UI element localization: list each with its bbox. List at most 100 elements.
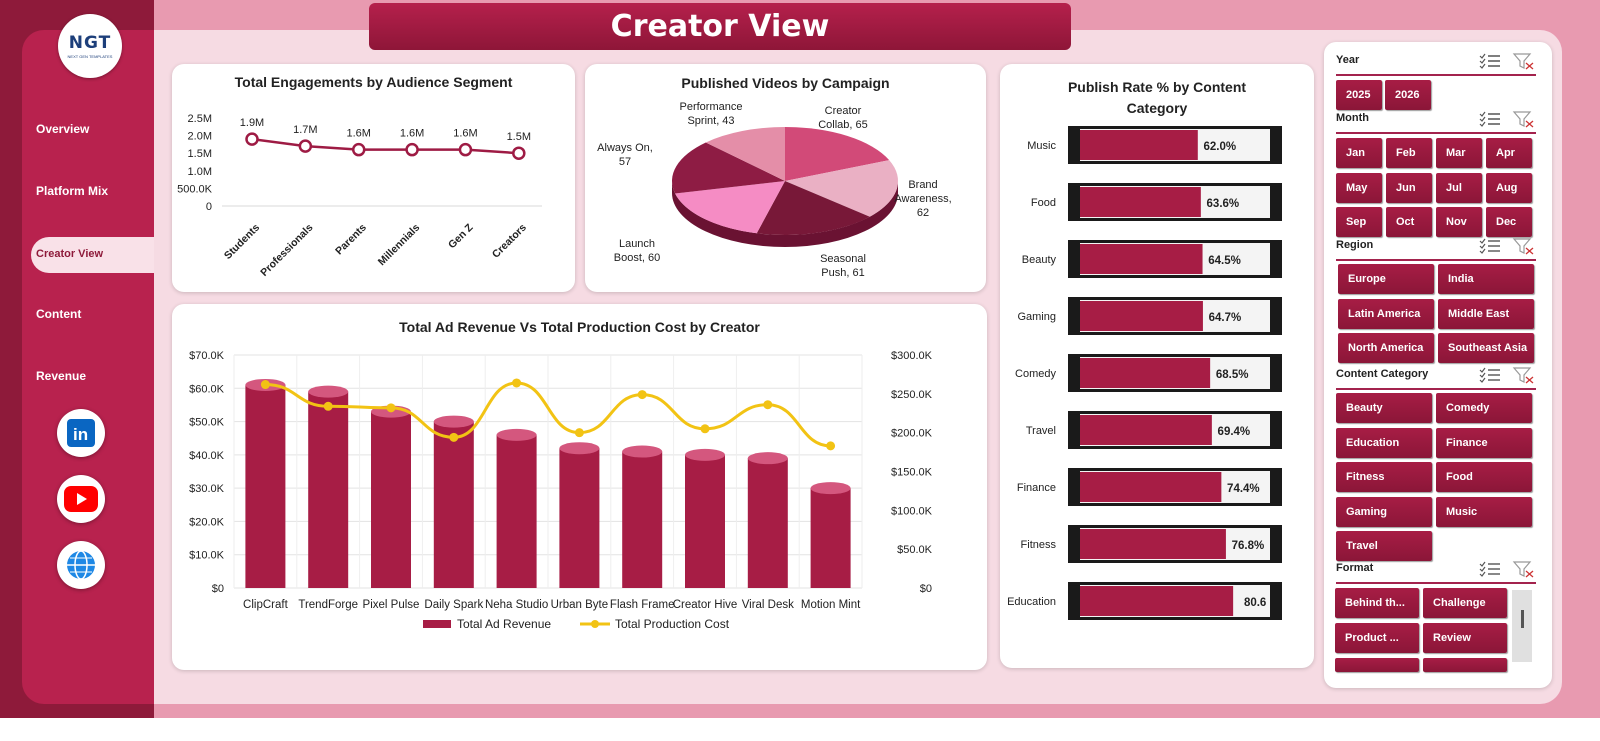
legend-cost-marker	[591, 620, 599, 628]
engagements-chart: 2.5M 2.0M 1.5M 1.0M 500.0K 0 1.9M Students 1.7M P…	[177, 113, 542, 279]
category-option[interactable]: Music	[1436, 496, 1532, 527]
month-option[interactable]: Dec	[1486, 207, 1532, 237]
category-option[interactable]: Beauty	[1336, 393, 1432, 423]
nav-creator-view[interactable]: Creator View	[31, 237, 154, 273]
pie-slice	[672, 142, 785, 194]
format-option[interactable]: Product ...	[1335, 622, 1419, 653]
month-option[interactable]: Feb	[1386, 138, 1432, 168]
format-slicer-tools	[1476, 560, 1536, 578]
month-option[interactable]: May	[1336, 172, 1382, 203]
revenue-bar	[308, 391, 349, 588]
rate-bar	[1080, 415, 1212, 445]
category-option[interactable]: Comedy	[1436, 393, 1532, 423]
revenue-bar-top	[685, 448, 725, 461]
cost-point	[574, 428, 584, 438]
pie-label: 62	[917, 207, 929, 219]
nav-overview[interactable]: Overview	[36, 122, 90, 136]
production-cost-line	[265, 381, 831, 448]
month-option[interactable]: Jan	[1336, 138, 1382, 168]
rate-bar	[1080, 301, 1203, 331]
region-option[interactable]: Latin America	[1338, 298, 1434, 329]
clear-filter-icon[interactable]	[1512, 238, 1534, 255]
multi-select-icon[interactable]	[1479, 367, 1500, 383]
revenue-cost-chart: $70.0K $60.0K $50.0K $40.0K $30.0K $20.0K $10.…	[189, 350, 933, 631]
category-slicer-underline	[1336, 388, 1536, 390]
y-left-tick: $10.0K	[189, 550, 225, 562]
month-option[interactable]: Jul	[1436, 172, 1482, 203]
videos-card: Published Videos by Campaign Creator Coll…	[585, 64, 986, 292]
multi-select-icon[interactable]	[1479, 53, 1500, 69]
revenue-bar	[622, 451, 663, 588]
cost-point	[512, 378, 522, 388]
category-label: Beauty	[1022, 254, 1057, 266]
month-option[interactable]: Nov	[1436, 207, 1482, 237]
category-option[interactable]: Food	[1436, 462, 1532, 492]
slicer-panel: Year 2025 2026 Month Jan Feb Mar Apr May Jun Jul Au…	[1324, 42, 1552, 688]
category-option[interactable]: Education	[1336, 427, 1432, 458]
engagement-line	[251, 137, 519, 155]
engagements-title: Total Engagements by Audience Segment	[234, 74, 513, 90]
month-option[interactable]: Apr	[1486, 138, 1532, 168]
pie-label: Brand	[908, 179, 937, 191]
region-option[interactable]: Europe	[1338, 264, 1434, 294]
region-option[interactable]: Southeast Asia	[1438, 333, 1534, 363]
publish-rate-title: Publish Rate % by Content Category	[1067, 79, 1247, 116]
linkedin-button[interactable]: in	[57, 409, 105, 457]
category-option[interactable]: Travel	[1336, 531, 1432, 561]
revenue-bar	[747, 458, 788, 588]
rate-label: 76.8%	[1232, 540, 1265, 552]
format-option[interactable]: Review	[1423, 622, 1507, 653]
pie-slice	[785, 160, 898, 217]
y-tick-label: 2.0M	[188, 131, 212, 143]
website-button[interactable]	[57, 541, 105, 589]
data-label: 1.7M	[293, 124, 317, 136]
format-option[interactable]: Challenge	[1423, 588, 1507, 618]
format-option[interactable]: Behind th...	[1335, 588, 1419, 618]
clear-filter-icon[interactable]	[1512, 53, 1534, 70]
clear-filter-icon[interactable]	[1512, 111, 1534, 128]
svg-text:in: in	[73, 425, 88, 444]
month-option[interactable]: Oct	[1386, 207, 1432, 237]
year-option[interactable]: 2026	[1385, 80, 1431, 110]
legend-revenue-label: Total Ad Revenue	[457, 617, 551, 631]
month-option[interactable]: Sep	[1336, 207, 1382, 237]
multi-select-icon[interactable]	[1479, 561, 1500, 577]
category-option[interactable]: Gaming	[1336, 496, 1432, 527]
cost-point	[323, 401, 333, 411]
month-option[interactable]: Mar	[1436, 138, 1482, 168]
format-option-partial[interactable]	[1423, 658, 1507, 672]
youtube-icon	[64, 486, 98, 512]
y-left-tick: $50.0K	[189, 417, 225, 429]
nav-revenue[interactable]: Revenue	[36, 369, 87, 383]
x-tick-label: Students	[222, 222, 262, 262]
format-scrollbar[interactable]	[1512, 590, 1532, 662]
category-option[interactable]: Fitness	[1336, 462, 1432, 492]
multi-select-icon[interactable]	[1479, 111, 1500, 127]
youtube-button[interactable]	[57, 475, 105, 523]
category-label: Comedy	[1015, 368, 1056, 380]
format-option-partial[interactable]	[1335, 658, 1419, 672]
pie-label: Boost, 60	[614, 252, 660, 264]
y-left-tick: $30.0K	[189, 483, 225, 495]
region-option[interactable]: North America	[1338, 333, 1434, 363]
region-option[interactable]: India	[1438, 264, 1534, 294]
clear-filter-icon[interactable]	[1512, 367, 1534, 384]
revenue-bar	[685, 454, 725, 588]
clear-filter-icon[interactable]	[1512, 561, 1534, 578]
revenue-bar-top	[308, 385, 349, 398]
nav-platform-mix[interactable]: Platform Mix	[36, 184, 109, 198]
revenue-bar	[371, 411, 411, 588]
pie-label: Awareness,	[894, 193, 951, 205]
multi-select-icon[interactable]	[1479, 238, 1500, 254]
nav-content[interactable]: Content	[36, 307, 82, 321]
month-slicer-underline	[1336, 132, 1536, 134]
category-option[interactable]: Finance	[1436, 427, 1532, 458]
year-option[interactable]: 2025	[1336, 80, 1382, 110]
region-option[interactable]: Middle East	[1438, 298, 1534, 329]
revenue-bar-top	[559, 442, 600, 455]
pie-label: Creator	[825, 105, 862, 117]
x-tick-label: Flash Frame	[610, 599, 675, 611]
month-option[interactable]: Jun	[1386, 172, 1432, 203]
month-option[interactable]: Aug	[1486, 172, 1532, 203]
scrollbar-thumb[interactable]	[1521, 610, 1524, 628]
